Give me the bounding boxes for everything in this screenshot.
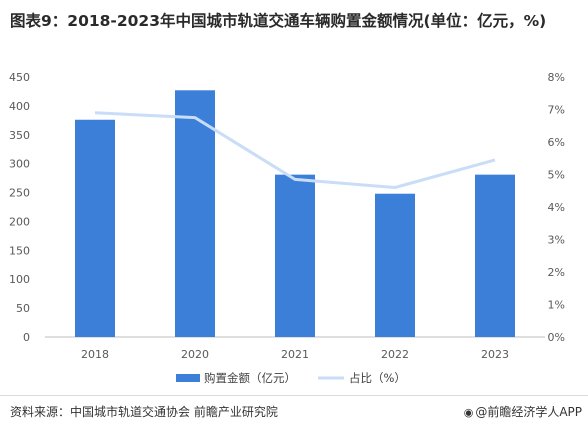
ratio-line: [94, 111, 496, 189]
bar: [75, 119, 115, 337]
brand-text: @前瞻经济学人APP: [475, 405, 582, 419]
chart-title: 图表9：2018-2023年中国城市轨道交通车辆购置金额情况(单位：亿元，%): [10, 12, 547, 30]
y-right-tick-label: 4%: [548, 201, 565, 214]
brand-credit: ◉ @前瞻经济学人APP: [464, 403, 582, 420]
y-left-tick-label: 0: [23, 331, 30, 344]
x-tick-label: 2023: [481, 348, 509, 361]
y-right-tick-label: 8%: [548, 71, 565, 84]
legend-label-line: 占比（%）: [349, 371, 406, 385]
bar: [375, 193, 415, 337]
x-tick-label: 2022: [381, 348, 409, 361]
y-left-tick-label: 50: [16, 302, 30, 315]
y-left-tick-label: 300: [9, 158, 30, 171]
y-left-tick-label: 400: [9, 100, 30, 113]
y-right-tick-label: 3%: [548, 234, 565, 247]
y-left-tick-label: 200: [9, 215, 30, 228]
footer-divider: [0, 395, 588, 396]
bar: [275, 174, 315, 337]
y-left-tick-label: 150: [9, 244, 30, 257]
x-tick-label: 2020: [181, 348, 209, 361]
bar: [475, 174, 515, 337]
x-tick-label: 2021: [281, 348, 309, 361]
legend-label-bar: 购置金额（亿元）: [204, 371, 296, 385]
bar: [175, 90, 215, 338]
eye-logo-icon: ◉: [463, 406, 474, 419]
y-left-tick-label: 250: [9, 187, 30, 200]
y-left-tick-label: 100: [9, 273, 30, 286]
y-right-tick-label: 5%: [548, 169, 565, 182]
y-right-tick-label: 6%: [548, 136, 565, 149]
x-tick-label: 2018: [81, 348, 109, 361]
y-right-tick-label: 7%: [548, 104, 565, 117]
y-right-tick-label: 1%: [548, 299, 565, 312]
source-note: 资料来源：中国城市轨道交通协会 前瞻产业研究院: [10, 405, 278, 419]
y-left-tick-label: 450: [9, 71, 30, 84]
legend-swatch-bar: [176, 374, 200, 382]
y-left-tick-label: 350: [9, 129, 30, 142]
y-right-tick-label: 2%: [548, 266, 565, 279]
y-right-tick-label: 0%: [548, 331, 565, 344]
